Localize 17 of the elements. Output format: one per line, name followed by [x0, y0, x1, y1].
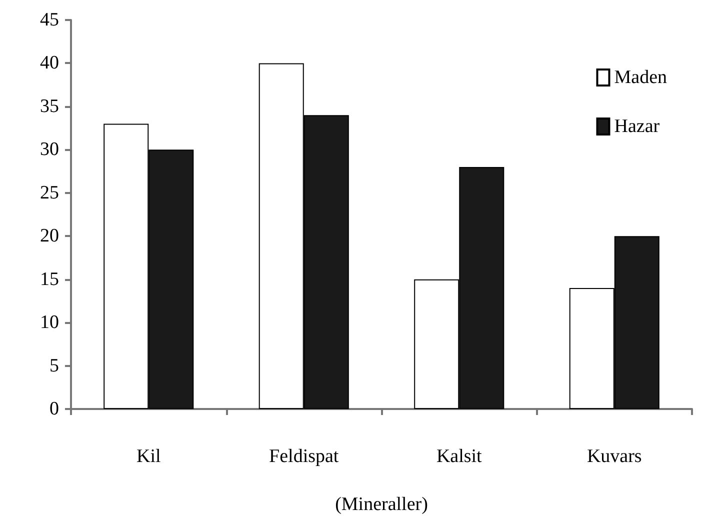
y-tick-label: 25: [40, 182, 59, 204]
y-tick-label: 35: [40, 96, 59, 117]
x-tick-label: Feldispat: [269, 446, 340, 467]
legend-label: Maden: [614, 67, 668, 88]
y-tick-label: 30: [40, 139, 59, 160]
y-tick-label: 5: [50, 355, 59, 376]
x-tick-label: Kuvars: [586, 446, 642, 467]
y-tick-label: 15: [40, 268, 59, 290]
legend-label: Hazar: [614, 116, 660, 137]
y-tick-label: 10: [40, 312, 59, 334]
x-tick-label: Kil: [136, 446, 161, 467]
x-axis-title: (Mineraller): [335, 494, 428, 515]
x-tick-label: Kalsit: [436, 446, 483, 467]
y-tick-label: 20: [40, 226, 59, 247]
y-tick-label: 0: [50, 398, 59, 420]
y-tick-label: 40: [40, 52, 59, 74]
y-tick-label: 45: [40, 10, 59, 30]
